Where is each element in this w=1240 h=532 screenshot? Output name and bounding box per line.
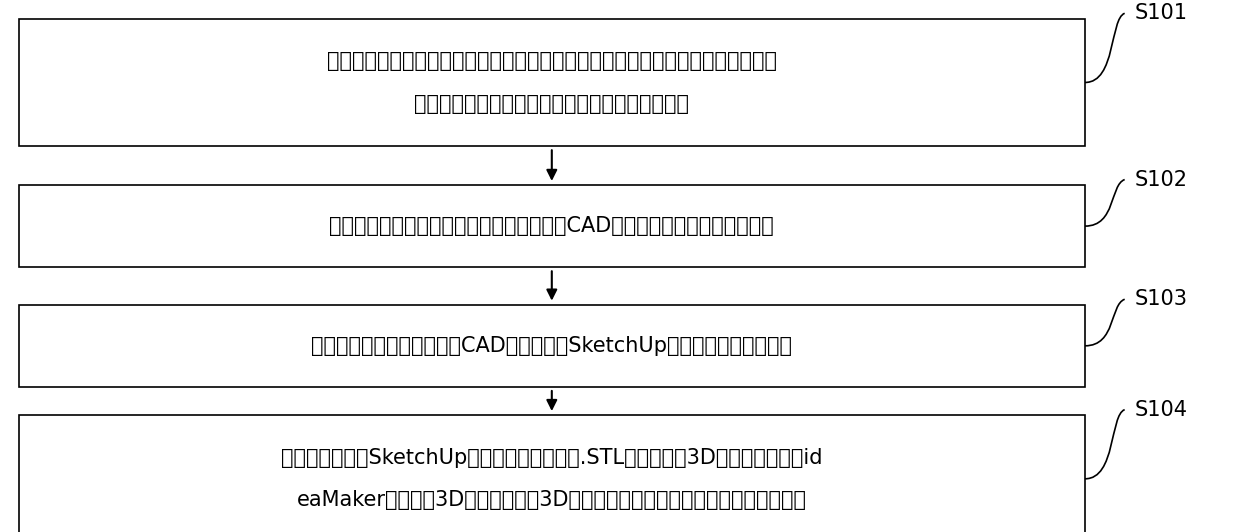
- Text: eaMaker中，利用3D打印模块通过3D打印机将制作的园林效果图进行打印出实物: eaMaker中，利用3D打印模块通过3D打印机将制作的园林效果图进行打印出实物: [296, 490, 807, 510]
- Text: S102: S102: [1135, 170, 1188, 189]
- FancyBboxPatch shape: [19, 304, 1085, 387]
- Text: 通过导入模块将SketchUp制作三维模型导出的.STL文件导入到3D打印机切片软件id: 通过导入模块将SketchUp制作三维模型导出的.STL文件导入到3D打印机切片…: [281, 447, 822, 468]
- Text: S103: S103: [1135, 289, 1188, 309]
- FancyBboxPatch shape: [19, 19, 1085, 146]
- Text: S101: S101: [1135, 3, 1188, 23]
- Text: S104: S104: [1135, 400, 1188, 420]
- FancyBboxPatch shape: [19, 415, 1085, 532]
- Text: 通过图形设计模块根据采集的数据，并利用CAD软件设计出园林的整体平面图: 通过图形设计模块根据采集的数据，并利用CAD软件设计出园林的整体平面图: [330, 216, 774, 236]
- Text: 通过数据采集模块利用数码相机对园林现场中的建筑物、道路、绿地景观等进行拍: 通过数据采集模块利用数码相机对园林现场中的建筑物、道路、绿地景观等进行拍: [327, 51, 776, 71]
- Text: 摄采集的照片，作为建立各建筑物立面模型的依据: 摄采集的照片，作为建立各建筑物立面模型的依据: [414, 94, 689, 114]
- FancyBboxPatch shape: [19, 185, 1085, 268]
- Text: 通过三维模型构建模块将的CAD底图导入到SketchUp软件中，制作三维模型: 通过三维模型构建模块将的CAD底图导入到SketchUp软件中，制作三维模型: [311, 336, 792, 356]
